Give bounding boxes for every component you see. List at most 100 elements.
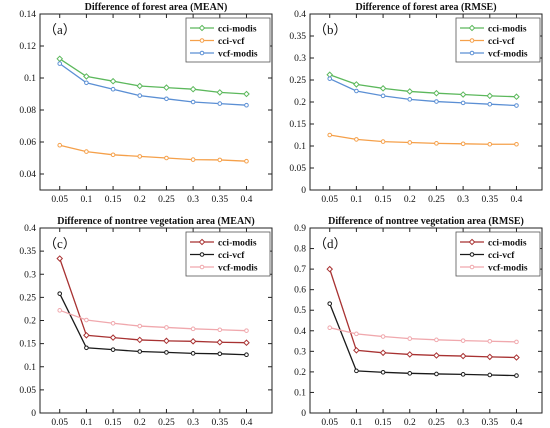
y-tick-label: 0.3	[294, 347, 306, 357]
legend-item-cci-modis: cci-modis	[460, 238, 527, 248]
series-line	[329, 268, 517, 359]
data-point	[243, 90, 250, 98]
data-point	[190, 157, 196, 162]
legend-item-cci-modis: cci-modis	[460, 24, 527, 34]
data-point	[380, 93, 386, 99]
legend: cci-modis cci-vcf vcf-modis	[185, 17, 271, 63]
data-point	[434, 371, 439, 377]
x-tick-label: 0.25	[158, 195, 175, 205]
data-point	[513, 354, 520, 361]
legend-item-cci-vcf: cci-vcf	[460, 251, 515, 261]
legend-item-vcf-modis: vcf-modis	[460, 263, 528, 273]
legend-label: cci-vcf	[218, 37, 245, 47]
data-point	[110, 86, 116, 92]
data-point	[84, 149, 89, 154]
y-tick-label: 0.1	[24, 74, 36, 84]
x-tick-label: 0.3	[187, 195, 199, 205]
chart-panel-3: Difference of nontree vegetation area (M…	[19, 216, 273, 428]
legend-label: vcf-modis	[488, 49, 528, 59]
legend-item-vcf-modis: vcf-modis	[460, 49, 528, 59]
x-tick-label: 0.15	[375, 418, 392, 428]
data-point	[136, 82, 144, 90]
data-point	[57, 142, 63, 148]
panel-label: （b）	[314, 22, 347, 37]
legend-item-vcf-modis: vcf-modis	[190, 263, 258, 273]
data-point	[164, 350, 169, 355]
series-line	[59, 63, 247, 106]
y-tick-label: 0.8	[294, 245, 306, 255]
legend-marker	[199, 264, 205, 270]
data-point	[327, 132, 333, 138]
x-tick-label: 0.15	[105, 418, 122, 428]
y-tick-label: 0.2	[294, 368, 306, 378]
legend-marker	[469, 264, 475, 270]
data-point	[433, 89, 440, 97]
data-point	[84, 317, 89, 323]
data-point	[109, 334, 117, 341]
panel-label: （d）	[314, 236, 347, 251]
data-point	[57, 61, 63, 66]
x-tick-label: 0.2	[134, 195, 146, 205]
x-tick-label: 0.05	[51, 195, 68, 205]
y-tick-label: 0.06	[19, 138, 36, 148]
x-tick-label: 0.3	[457, 418, 469, 428]
data-point	[109, 77, 117, 85]
data-point	[163, 84, 170, 91]
legend-label: cci-vcf	[488, 251, 515, 261]
legend-item-cci-vcf: cci-vcf	[190, 37, 245, 47]
y-tick-label: 0.5	[294, 306, 306, 316]
x-tick-label: 0.4	[511, 195, 523, 205]
data-point	[190, 99, 196, 105]
series-cci-modis	[56, 255, 250, 347]
data-point	[84, 80, 89, 86]
x-tick-label: 0.4	[511, 418, 523, 428]
data-point	[244, 158, 249, 164]
legend-marker	[198, 24, 206, 32]
panel-label: （c）	[44, 236, 76, 251]
series-cci-vcf	[327, 301, 519, 378]
y-tick-label: 0.3	[294, 54, 306, 64]
legend-label: vcf-modis	[488, 263, 528, 273]
y-tick-label: 0.14	[19, 10, 36, 20]
y-tick-label: 0.04	[19, 170, 36, 180]
y-tick-label: 0.1	[294, 388, 306, 398]
data-point	[190, 351, 196, 356]
y-tick-label: 0	[301, 409, 306, 419]
legend-label: cci-modis	[218, 24, 257, 34]
panel-label: （a）	[44, 22, 76, 37]
series-line	[59, 144, 247, 162]
data-point	[110, 320, 116, 326]
data-point	[354, 88, 359, 94]
y-tick-label: 0.15	[289, 120, 306, 130]
chart-title: Difference of forest area (RMSE)	[355, 2, 496, 13]
legend-label: vcf-modis	[218, 49, 258, 59]
y-tick-label: 0.25	[289, 76, 306, 86]
data-point	[216, 89, 224, 96]
series-line	[59, 58, 247, 95]
data-point	[164, 155, 169, 161]
legend: cci-modis cci-vcf vcf-modis	[455, 231, 541, 277]
data-point	[189, 85, 197, 93]
x-tick-label: 0.35	[481, 418, 498, 428]
data-point	[137, 93, 143, 98]
legend-marker	[469, 252, 475, 257]
legend-label: cci-modis	[488, 24, 527, 34]
data-point	[354, 331, 359, 337]
x-tick-label: 0.4	[241, 418, 253, 428]
data-point	[326, 265, 334, 273]
plot-frame	[309, 227, 543, 414]
data-point	[164, 96, 169, 102]
x-tick-label: 0.05	[321, 195, 338, 205]
data-point	[460, 372, 466, 377]
x-tick-label: 0.2	[404, 418, 416, 428]
legend-item-cci-modis: cci-modis	[190, 24, 257, 34]
data-point	[163, 337, 170, 345]
chart-panel-1: Difference of forest area (MEAN) 0.04 0.06…	[19, 2, 273, 205]
series-vcf-modis	[327, 76, 519, 108]
data-point	[407, 97, 413, 102]
data-point	[190, 326, 196, 332]
chart-panel-2: Difference of forest area (RMSE) 0 0.05 0.1…	[289, 2, 543, 205]
data-point	[380, 334, 386, 339]
legend-marker	[469, 50, 475, 56]
x-tick-label: 0.15	[375, 195, 392, 205]
